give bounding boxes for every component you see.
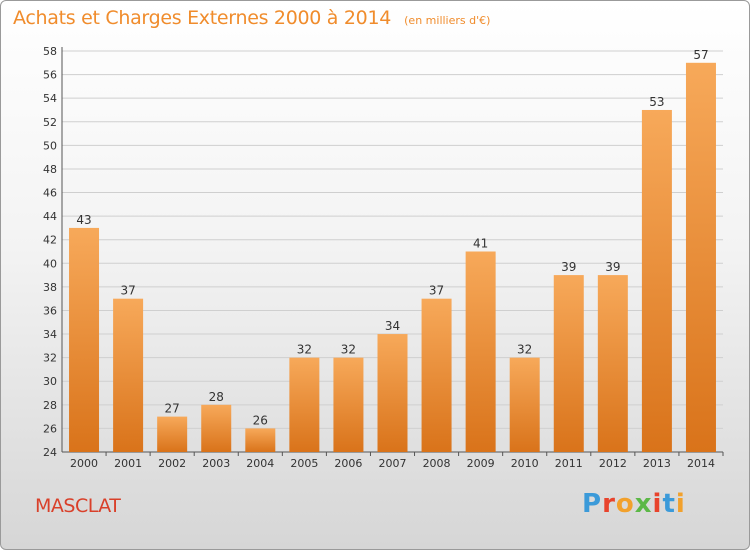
x-tick-label-2014: 2014 <box>687 457 715 470</box>
y-tick-label: 50 <box>43 139 57 152</box>
bar-2013 <box>641 109 672 453</box>
x-tick-label-2001: 2001 <box>114 457 142 470</box>
logo-letter: o <box>615 489 635 519</box>
x-tick-label-2008: 2008 <box>423 457 451 470</box>
y-tick-label: 24 <box>43 446 57 459</box>
data-label-2006: 32 <box>341 343 356 357</box>
bar-2014 <box>685 62 716 452</box>
data-label-2009: 41 <box>473 237 488 251</box>
y-tick-label: 44 <box>43 210 57 223</box>
x-tick-label-2009: 2009 <box>467 457 495 470</box>
x-tick-label-2011: 2011 <box>555 457 583 470</box>
axes: 24 26 28 30 32 34 36 38 40 42 44 46 48 50 52 54 56 58 2000… <box>43 45 724 470</box>
data-label-2014: 57 <box>693 48 708 62</box>
bar-2001 <box>113 298 144 452</box>
data-label-2012: 39 <box>605 260 620 274</box>
y-tick-label: 26 <box>43 422 57 435</box>
data-label-2005: 32 <box>297 343 312 357</box>
bar-2003 <box>201 404 232 452</box>
x-tick-label-2010: 2010 <box>511 457 539 470</box>
x-tick-label-2013: 2013 <box>643 457 671 470</box>
y-tick-label: 40 <box>43 257 57 270</box>
y-tick-label: 58 <box>43 45 57 58</box>
y-tick-label: 52 <box>43 116 57 129</box>
logo-letter: r <box>602 489 616 519</box>
x-tick-label-2007: 2007 <box>379 457 407 470</box>
y-tick-label: 28 <box>43 399 57 412</box>
bar-2012 <box>597 275 628 452</box>
y-tick-label: 30 <box>43 375 57 388</box>
bar-2002 <box>157 416 188 452</box>
bar-2009 <box>465 251 496 452</box>
bar-2011 <box>553 275 584 452</box>
chart-title: Achats et Charges Externes 2000 à 2014 <box>13 7 392 29</box>
y-tick-label: 48 <box>43 163 57 176</box>
data-label-2000: 43 <box>76 213 91 227</box>
x-tick-label-2005: 2005 <box>290 457 318 470</box>
chart-subtitle: (en milliers d'€) <box>404 14 491 27</box>
title-row: Achats et Charges Externes 2000 à 2014 (… <box>13 7 490 29</box>
data-label-2001: 37 <box>120 284 135 298</box>
x-tick-label-2003: 2003 <box>202 457 230 470</box>
place-name: MASCLAT <box>35 495 121 517</box>
y-tick-label: 56 <box>43 69 57 82</box>
y-tick-label: 36 <box>43 304 57 317</box>
y-tick-label: 34 <box>43 328 57 341</box>
logo-letter: P <box>582 489 603 519</box>
data-label-2007: 34 <box>385 319 400 333</box>
x-tick-label-2002: 2002 <box>158 457 186 470</box>
x-tick-label-2004: 2004 <box>246 457 274 470</box>
data-label-2010: 32 <box>517 343 532 357</box>
data-label-2003: 28 <box>209 390 224 404</box>
bar-2010 <box>509 357 540 452</box>
bar-2007 <box>377 334 408 452</box>
bar-2004 <box>245 428 276 452</box>
bar-2008 <box>421 298 452 452</box>
data-labels: 43 37 27 28 26 32 32 34 37 41 32 39 39 53 57 <box>76 48 708 428</box>
x-tick-label-2012: 2012 <box>599 457 627 470</box>
y-tick-label: 54 <box>43 92 57 105</box>
bars <box>69 62 716 453</box>
logo-letter: i <box>652 489 663 519</box>
y-tick-label: 32 <box>43 352 57 365</box>
y-tick-label: 46 <box>43 187 57 200</box>
data-label-2002: 27 <box>165 402 180 416</box>
data-label-2004: 26 <box>253 413 268 427</box>
proxiti-logo: Proxiti <box>582 489 686 519</box>
data-label-2011: 39 <box>561 260 576 274</box>
data-label-2013: 53 <box>649 95 664 109</box>
logo-letter: t <box>662 489 676 519</box>
logo-letter: i <box>675 489 686 519</box>
bar-2006 <box>333 357 364 452</box>
y-tick-label: 38 <box>43 281 57 294</box>
bar-2005 <box>289 357 320 452</box>
bar-2000 <box>69 227 100 452</box>
logo-letter: x <box>634 489 653 519</box>
y-tick-label: 42 <box>43 234 57 247</box>
x-tick-label-2006: 2006 <box>334 457 362 470</box>
x-tick-label-2000: 2000 <box>70 457 98 470</box>
data-label-2008: 37 <box>429 284 444 298</box>
